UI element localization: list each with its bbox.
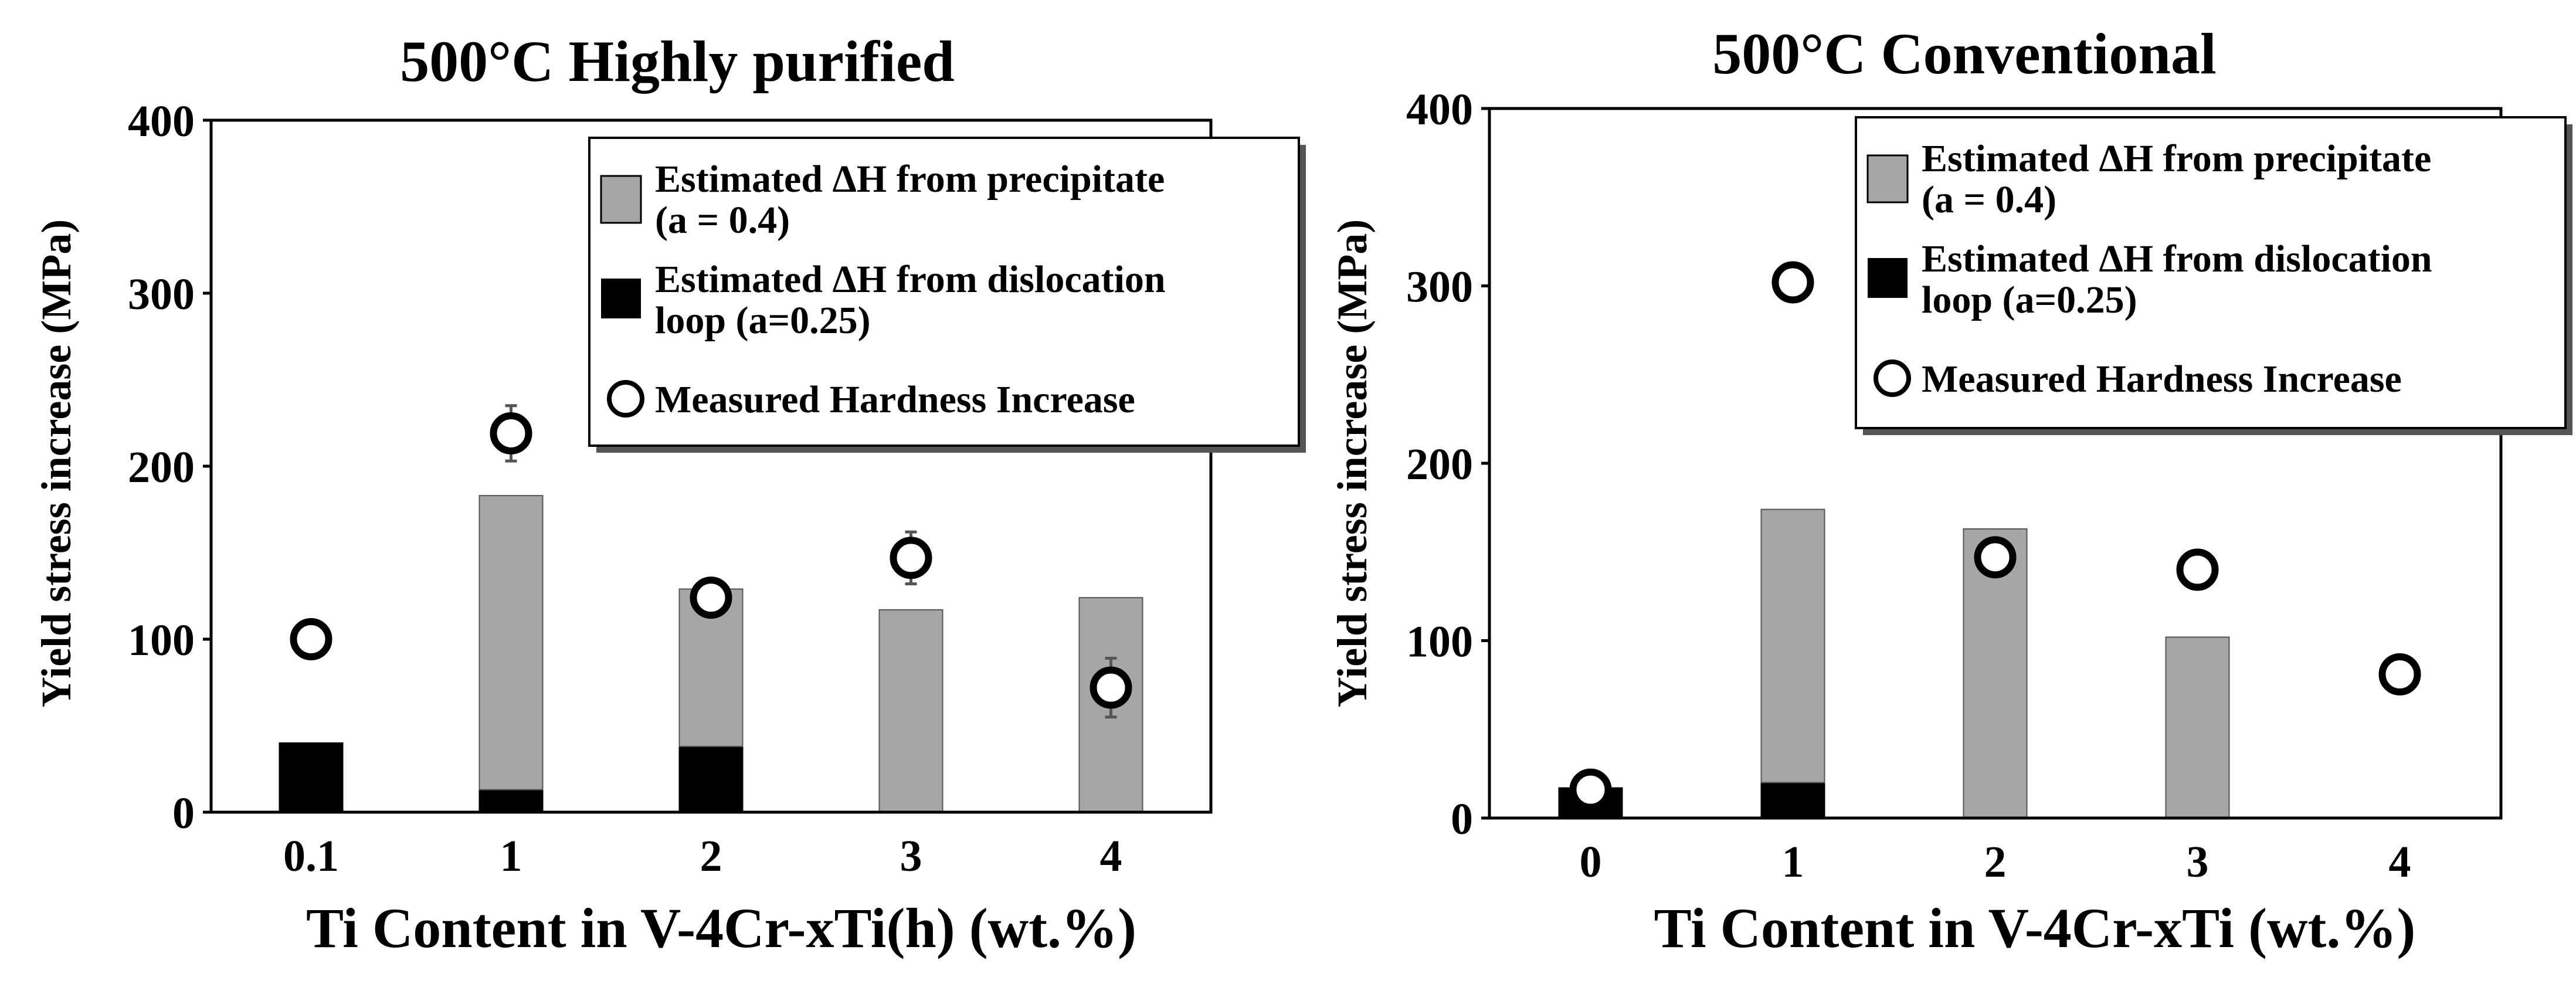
bar-dislocation-loop	[478, 789, 544, 813]
y-tick-label: 200	[1406, 440, 1473, 489]
legend-label: Estimated ΔH from precipitate	[1922, 137, 2431, 180]
legend-marker-measured	[1874, 359, 1911, 397]
x-tick-label: 0.1	[283, 832, 339, 881]
x-tick-label: 0	[1580, 837, 1602, 887]
legend-label: loop (a=0.25)	[1922, 279, 2137, 321]
legend-label: Estimated ΔH from precipitate	[655, 158, 1165, 201]
chart-highly-purified: 500°C Highly purified Yield stress incre…	[33, 29, 1306, 959]
x-tick-label: 3	[2187, 837, 2209, 887]
chart-title: 500°C Highly purified	[400, 29, 955, 94]
legend-label: Measured Hardness Increase	[1922, 358, 2402, 401]
legend-swatch-dislocation-loop	[601, 279, 641, 318]
y-tick-label: 100	[128, 616, 195, 665]
x-tick-label: 1	[500, 832, 522, 881]
y-tick-label: 200	[128, 443, 195, 492]
legend-swatch-precipitate	[600, 175, 642, 224]
plot-area: 0 100 200 300 400 0 1 2 3 4	[1406, 85, 2503, 887]
bar-dislocation-loop	[279, 742, 344, 813]
y-tick-label: 300	[1406, 263, 1473, 312]
plot-area: 0 100 200 300 400 0.1 1 2 3 4	[128, 97, 1213, 881]
x-axis-label: Ti Content in V-4Cr-xTi(h) (wt.%)	[306, 897, 1136, 959]
measured-hardness-point	[2176, 548, 2219, 591]
measured-hardness-point	[890, 537, 932, 579]
y-tick-label: 100	[1406, 617, 1473, 667]
legend: Estimated ΔH from precipitate(a = 0.4) Es…	[1855, 116, 2572, 435]
measured-hardness-point	[1771, 261, 1814, 304]
x-axis-label: Ti Content in V-4Cr-xTi (wt.%)	[1654, 897, 2416, 959]
bar-dislocation-loop	[678, 745, 744, 813]
measured-hardness-point	[1569, 768, 1612, 811]
bar-precipitate	[1760, 508, 1825, 783]
measured-hardness-point	[290, 618, 332, 660]
x-tick-label: 4	[2389, 837, 2411, 887]
y-tick-label: 400	[1406, 85, 1473, 134]
legend-swatch-precipitate	[1866, 154, 1909, 203]
measured-hardness-point	[1090, 666, 1132, 709]
bar-precipitate	[878, 609, 943, 813]
x-tick-label: 4	[1100, 832, 1122, 881]
bar-precipitate	[2165, 636, 2230, 819]
measured-hardness-point	[490, 412, 532, 454]
legend: Estimated ΔH from precipitate(a = 0.4) Es…	[588, 137, 1306, 453]
measured-hardness-point	[2378, 653, 2421, 695]
legend-label: (a = 0.4)	[655, 199, 790, 242]
chart-conventional: 500°C Conventional Yield stress increase…	[1329, 21, 2572, 959]
bar-precipitate	[478, 495, 544, 790]
legend-box	[588, 137, 1300, 447]
legend-label: Estimated ΔH from dislocation	[655, 258, 1166, 301]
legend-label: loop (a=0.25)	[655, 299, 871, 342]
legend-label: Measured Hardness Increase	[655, 378, 1135, 421]
y-tick-label: 0	[172, 789, 195, 838]
y-tick-label: 0	[1451, 795, 1473, 844]
bar-dislocation-loop	[1760, 782, 1825, 819]
chart-title: 500°C Conventional	[1712, 21, 2217, 86]
legend-swatch-dislocation-loop	[1868, 258, 1908, 298]
x-tick-label: 2	[1984, 837, 2007, 887]
legend-label: (a = 0.4)	[1922, 178, 2056, 221]
y-axis-label: Yield stress increase (MPa)	[33, 219, 80, 707]
x-tick-label: 3	[900, 832, 922, 881]
legend-label: Estimated ΔH from dislocation	[1922, 237, 2432, 280]
y-axis-label: Yield stress increase (MPa)	[1329, 219, 1376, 707]
legend-box	[1855, 116, 2567, 429]
y-tick-label: 400	[128, 97, 195, 146]
x-tick-label: 1	[1782, 837, 1804, 887]
measured-hardness-point	[1974, 536, 2017, 579]
y-tick-label: 300	[128, 270, 195, 319]
legend-marker-measured	[607, 380, 644, 418]
measured-hardness-point	[690, 576, 732, 619]
x-tick-label: 2	[700, 832, 722, 881]
